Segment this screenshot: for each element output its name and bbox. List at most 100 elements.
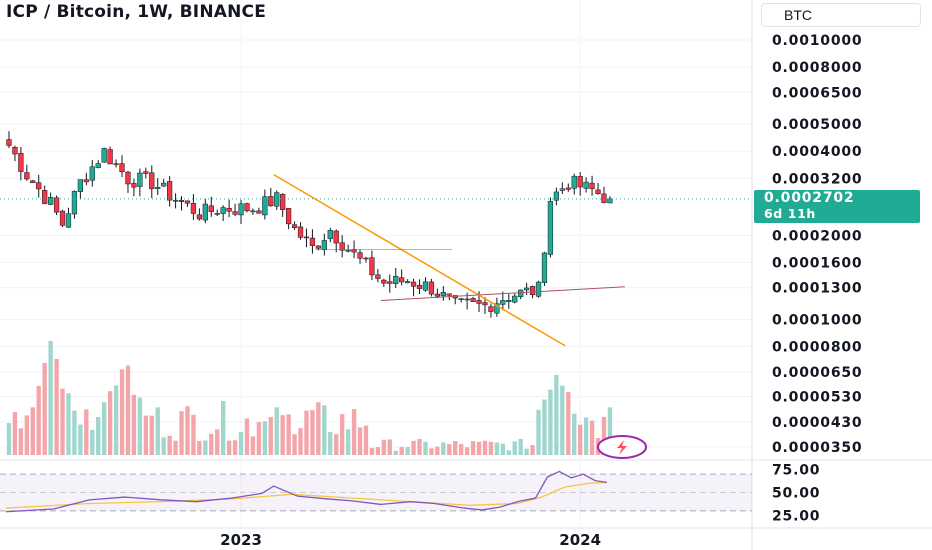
candle-body [226, 207, 232, 212]
candle-body [512, 295, 518, 303]
candle-body [500, 300, 506, 305]
candle-body [77, 179, 83, 192]
price-tick-label: 0.0000800 [772, 340, 862, 356]
volume-bar [48, 340, 53, 455]
volume-bar [363, 425, 369, 455]
candle-body [529, 286, 536, 296]
rsi-tick-label: 50.00 [772, 486, 820, 502]
candle-body [458, 298, 464, 300]
volume-bar [417, 438, 422, 455]
volume-bar [12, 412, 18, 455]
candlesticks [6, 131, 613, 318]
candle-body [595, 189, 601, 194]
volume-bar [18, 428, 24, 455]
volume-bar [113, 385, 119, 455]
price-axis[interactable]: 0.0010000 0.0008000 0.0006500 0.0005000 0.00… [772, 33, 862, 456]
candle-body [232, 211, 238, 215]
candle-body [262, 196, 268, 216]
candle-body [589, 182, 595, 190]
volume-bar [411, 440, 416, 455]
volume-bar [572, 413, 577, 455]
trendline-descending [273, 173, 566, 347]
volume-bar [232, 440, 238, 455]
candle-body [399, 277, 405, 283]
volume-bar [536, 409, 541, 455]
volume-bars [6, 340, 613, 455]
volume-bar [476, 441, 482, 455]
volume-bar [66, 393, 71, 455]
trend-lines[interactable] [0, 173, 752, 347]
volume-bar [578, 424, 583, 455]
currency-button[interactable]: BTC [761, 3, 921, 27]
candle-body [476, 300, 482, 304]
candle-body [303, 236, 310, 239]
price-tick-label: 0.0001300 [772, 281, 862, 297]
candle-body [214, 213, 220, 215]
volume-bar [161, 437, 166, 455]
volume-bar [30, 407, 35, 455]
candle-body [405, 281, 411, 284]
candle-body [601, 193, 607, 203]
candle-body [583, 181, 589, 189]
price-tick-label: 0.0000350 [772, 440, 862, 456]
candle-body [547, 201, 554, 255]
candle-body [559, 188, 565, 191]
candle-body [428, 281, 435, 295]
volume-bar [137, 397, 143, 455]
volume-bar [107, 391, 113, 455]
volume-bar [256, 422, 262, 455]
time-tick-label: 2023 [220, 531, 262, 549]
volume-bar [78, 424, 83, 455]
volume-bar [494, 442, 500, 455]
volume-bar [453, 441, 458, 455]
candle-body [48, 197, 54, 205]
volume-bar [429, 448, 434, 455]
rsi-pane [0, 470, 752, 513]
candle-body [113, 163, 119, 165]
volume-bar [524, 448, 529, 455]
time-axis[interactable]: 2023 2024 [220, 531, 601, 549]
candle-body [607, 198, 613, 204]
volume-bar [215, 429, 220, 455]
candle-body [440, 292, 446, 297]
volume-bar [155, 407, 160, 455]
volume-bar [435, 446, 440, 455]
volume-bar [601, 416, 607, 455]
volume-bar [96, 417, 101, 455]
candle-body [482, 302, 488, 306]
candle-body [59, 210, 66, 226]
price-tick-label: 0.0000430 [772, 415, 862, 431]
candle-body [274, 192, 280, 207]
candle-body [309, 237, 316, 246]
volume-bar [334, 434, 339, 455]
candle-body [506, 300, 512, 303]
candle-body [24, 172, 30, 180]
candle-body [524, 287, 530, 291]
candle-body [577, 176, 583, 188]
volume-bar [518, 438, 523, 455]
lightning-icon[interactable] [597, 435, 647, 459]
candle-body [18, 153, 24, 172]
volume-bar [607, 407, 613, 455]
candle-body [357, 252, 363, 259]
volume-bar [560, 385, 565, 455]
volume-bar [185, 406, 190, 455]
price-tick-label: 0.0002000 [772, 228, 862, 244]
volume-bar [36, 385, 41, 455]
volume-bar [322, 405, 327, 455]
chart-title: ICP / Bitcoin, 1W, BINANCE [6, 2, 267, 22]
lightning-glyph [617, 440, 627, 455]
candle-body [53, 197, 60, 213]
rsi-band [0, 474, 752, 511]
volume-bar [423, 441, 428, 455]
candle-body [494, 303, 500, 314]
candle-body [286, 208, 292, 225]
volume-bar [548, 389, 553, 455]
candle-body [416, 284, 423, 289]
price-tick-label: 0.0000650 [772, 365, 862, 381]
candle-body [387, 281, 393, 284]
candle-body [327, 230, 333, 240]
candle-body [363, 257, 369, 260]
volume-bar [54, 358, 59, 455]
